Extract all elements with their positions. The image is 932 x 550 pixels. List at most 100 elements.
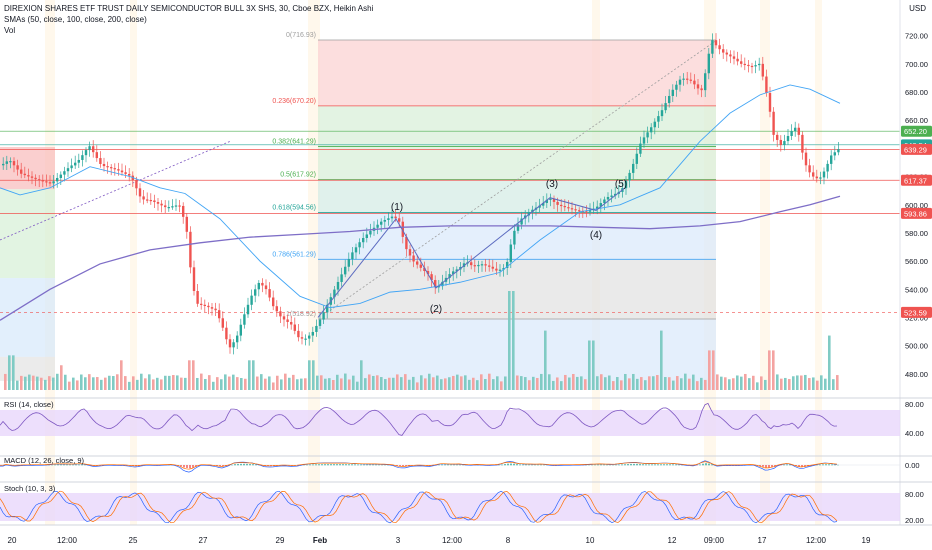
candle-body (203, 304, 206, 306)
candle-body (164, 205, 167, 208)
volume-bar (124, 376, 127, 390)
volume-bar (476, 380, 479, 390)
candle-body (660, 110, 664, 117)
time-label-09:00: 09:00 (704, 536, 725, 545)
volume-bar (244, 378, 247, 390)
macd-hist (510, 463, 512, 466)
candle-body (333, 289, 336, 298)
volume-bar (104, 377, 107, 390)
candle-body (488, 265, 491, 267)
candle-body (815, 176, 818, 179)
sma200-line (0, 195, 841, 321)
volume-bar (568, 377, 571, 390)
volume-bar (532, 376, 535, 390)
volume-bar (660, 330, 663, 390)
macd-hist (57, 464, 59, 466)
macd-hist (624, 464, 626, 466)
candle-body (167, 207, 170, 209)
volume-bar (120, 360, 123, 390)
macd-hist (252, 464, 254, 466)
candle-body (38, 179, 41, 181)
volume-bar (544, 330, 547, 390)
macd-hist (507, 463, 509, 466)
candle-body (779, 139, 782, 146)
sma-legend[interactable]: SMAs (50, close, 100, close, 200, close) (4, 15, 147, 24)
volume-bar (388, 377, 391, 390)
candle-body (632, 163, 635, 173)
candle-body (423, 267, 426, 271)
stoch-tick: 80.00 (905, 490, 924, 499)
macd-hist (798, 465, 800, 467)
macd-hist (60, 464, 62, 466)
macd-hist (441, 464, 443, 466)
macd-hist (645, 464, 647, 466)
candle-body (347, 259, 350, 267)
macd-hist (237, 463, 239, 466)
volume-bar (784, 377, 787, 390)
vol-legend[interactable]: Vol (4, 26, 16, 35)
candle-body (210, 307, 214, 309)
candle-body (66, 168, 70, 172)
volume-bar (148, 374, 151, 390)
volume-bar (56, 373, 59, 390)
volume-bar (336, 374, 339, 390)
candle-body (344, 266, 347, 275)
volume-bar (564, 374, 567, 390)
volume-bar (632, 373, 635, 390)
candle-body (653, 121, 656, 128)
volume-bar (36, 376, 39, 390)
volume-bar (612, 381, 615, 390)
session-shade-6 (815, 0, 822, 525)
candle-body (646, 132, 649, 138)
candle-body (124, 172, 127, 174)
price-badge-text: 523.59 (904, 308, 927, 317)
macd-hist (366, 464, 368, 466)
macd-hist (627, 464, 629, 466)
candle-body (603, 199, 606, 204)
volume-bar (4, 373, 7, 390)
time-label-12: 12 (668, 536, 677, 545)
macd-hist (189, 465, 191, 469)
macd-hist (240, 463, 242, 466)
candle-body (185, 216, 188, 232)
candle-body (30, 176, 34, 178)
macd-hist (249, 464, 251, 466)
candle-body (250, 295, 253, 305)
macd-hist (444, 464, 446, 466)
volume-bar (64, 374, 67, 390)
macd-hist (306, 464, 308, 466)
candle-body (671, 89, 674, 96)
price-tick: 600.00 (905, 201, 928, 210)
candle-body (416, 261, 419, 265)
macd-hist (732, 465, 734, 466)
volume-bar (436, 375, 439, 390)
volume-bar (372, 375, 375, 390)
time-label-27: 27 (199, 536, 208, 545)
rsi-legend: RSI (14, close) (4, 400, 54, 409)
session-shade-5 (760, 0, 770, 525)
candle-body (574, 209, 577, 211)
volume-bar (628, 378, 631, 390)
volume-bar (204, 378, 207, 390)
candle-body (776, 134, 779, 140)
volume-bar (136, 379, 139, 390)
fib-zone-0.5 (318, 179, 716, 213)
candle-body (664, 103, 667, 111)
candle-body (336, 281, 340, 290)
candle-body (354, 247, 358, 253)
macd-hist (222, 465, 224, 467)
fib-label-0.5: 0.5(617.92) (280, 172, 316, 179)
macd-hist (246, 463, 248, 466)
rsi-tick: 40.00 (905, 429, 924, 438)
volume-bar (812, 377, 815, 390)
macd-hist (528, 464, 530, 466)
time-label-17: 17 (758, 536, 767, 545)
candle-body (599, 203, 602, 207)
candle-body (340, 274, 343, 282)
price-badge-639.29 (901, 143, 932, 155)
macd-hist (609, 464, 611, 466)
candle-body (362, 238, 365, 243)
macd-hist (513, 463, 515, 466)
volume-bar (432, 377, 435, 390)
